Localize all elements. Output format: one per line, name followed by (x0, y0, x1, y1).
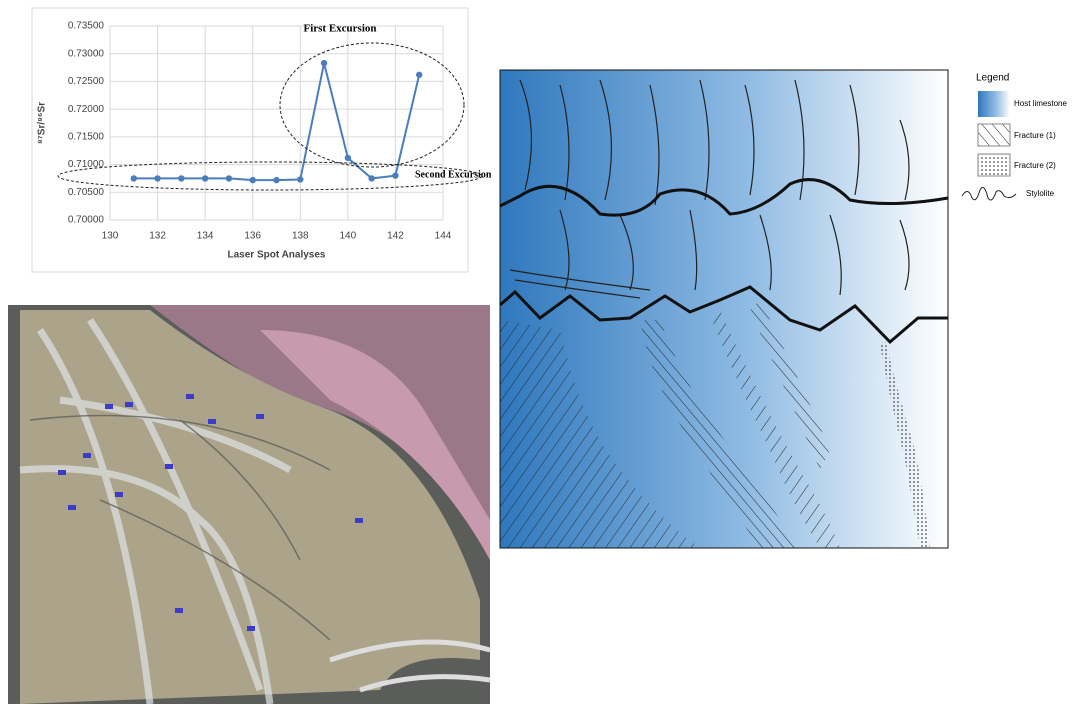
fracture-diagram (499, 69, 949, 549)
point (392, 172, 399, 179)
point (178, 175, 185, 182)
y-tick-label: 0.71000 (68, 159, 105, 170)
chart: 0.70000 0.70500 0.71000 0.71500 0.72000 0.725… (37, 21, 452, 261)
x-tick-label: 138 (292, 231, 309, 242)
point (225, 175, 233, 182)
x-axis-label: Laser Spot Analyses (227, 250, 325, 261)
excursion-outline (279, 42, 465, 168)
excursion-outline (57, 161, 483, 191)
legend-label: Fracture (1) (1014, 131, 1056, 140)
x-tick-label: 140 (340, 231, 357, 242)
x-tick-label: 136 (244, 231, 261, 242)
y-tick-label: 0.72000 (68, 104, 105, 115)
legend: Legend Host limestone Fracture (1) Fract… (961, 73, 1067, 201)
point (154, 175, 161, 182)
point (297, 176, 304, 183)
legend-label: Host limestone (1014, 99, 1067, 108)
y-tick-label: 0.72500 (68, 76, 105, 87)
point (368, 175, 375, 182)
annotation: First Excursion (303, 23, 376, 35)
y-tick-label: 0.70500 (68, 187, 105, 198)
sample-photo (8, 305, 491, 704)
y-tick-label: 0.73500 (68, 21, 105, 32)
legend-title: Legend (976, 73, 1009, 84)
legend-label: Fracture (2) (1014, 161, 1056, 170)
point (249, 176, 256, 184)
x-tick-label: 132 (149, 231, 166, 242)
x-tick-label: 142 (387, 231, 404, 242)
y-tick-label: 0.70000 (68, 215, 105, 226)
x-tick-label: 130 (102, 231, 119, 242)
point (201, 175, 209, 182)
point (344, 154, 352, 162)
y-tick-label: 0.73000 (68, 48, 105, 59)
point (320, 59, 328, 67)
y-axis-label: ⁸⁷Sr/⁸⁶Sr (37, 102, 48, 144)
x-tick-label: 134 (197, 231, 214, 242)
x-tick-label: 144 (435, 231, 452, 242)
y-tick-label: 0.71500 (68, 131, 105, 142)
point (416, 71, 423, 78)
point (273, 176, 280, 184)
point (130, 175, 137, 182)
legend-label: Stylolite (1026, 189, 1055, 198)
annotation: Second Excursion (415, 169, 492, 180)
